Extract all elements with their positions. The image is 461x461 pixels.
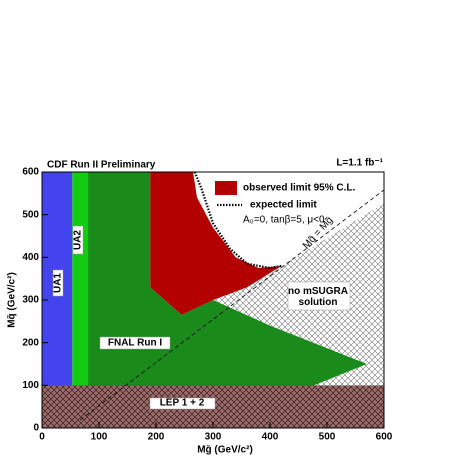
label-box: [287, 281, 351, 311]
y-tick-label: 0: [33, 423, 39, 434]
chart-title: CDF Run II Preliminary: [47, 160, 156, 171]
x-tick-label: 200: [148, 432, 165, 443]
legend-label: expected limit: [250, 200, 317, 211]
y-tick-label: 200: [22, 337, 39, 348]
boundary-line: [193, 171, 282, 270]
y-tick-label: 500: [22, 209, 39, 220]
label-box: [99, 336, 171, 350]
x-tick-label: 400: [262, 432, 279, 443]
region: [150, 172, 282, 315]
region-label: LEP 1 + 2: [160, 398, 205, 409]
label-box: [72, 225, 84, 255]
label-line: solution: [299, 297, 338, 308]
legend-swatch: [215, 181, 237, 195]
parameter-note: A₀=0, tanβ=5, μ<0: [243, 215, 325, 226]
region-label: UA2: [73, 230, 84, 250]
y-tick-label: 600: [22, 167, 39, 178]
y-tick-label: 300: [22, 295, 39, 306]
region-label: UA1: [53, 273, 64, 293]
label-box: [149, 397, 216, 410]
label-box: [52, 269, 64, 297]
x-tick-label: 300: [205, 432, 222, 443]
x-tick-label: 600: [376, 432, 393, 443]
x-tick-label: 100: [91, 432, 108, 443]
label-line: no mSUGRA: [288, 286, 348, 297]
x-tick-label: 0: [39, 432, 45, 443]
y-tick-label: 100: [22, 380, 39, 391]
x-axis-label: Mg̃ (GeV/c²): [197, 444, 253, 455]
region-label: no mSUGRA solution: [288, 286, 348, 308]
region-label: FNAL Run I: [108, 338, 162, 349]
y-tick-label: 400: [22, 252, 39, 263]
luminosity: L=1.1 fb⁻¹: [336, 158, 383, 169]
boundary-line: [79, 189, 385, 421]
legend-label: observed limit 95% C.L.: [243, 183, 355, 194]
x-tick-label: 500: [319, 432, 336, 443]
y-axis-label: Mq̃ (GeV/c²): [6, 272, 17, 328]
